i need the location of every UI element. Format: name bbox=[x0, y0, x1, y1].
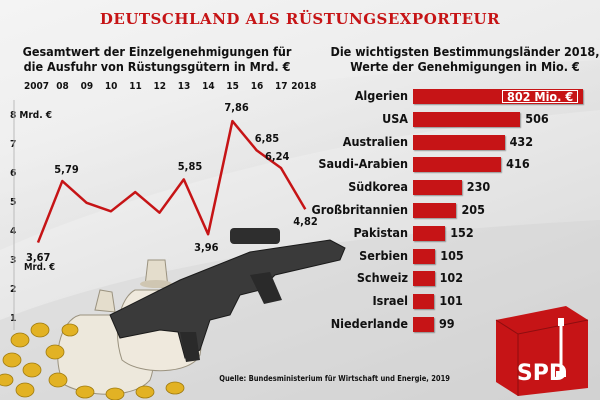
bar bbox=[413, 294, 435, 310]
bar bbox=[413, 157, 502, 173]
bar-value-label: 230 bbox=[466, 179, 491, 195]
ytick-label: 6 bbox=[10, 168, 17, 179]
line-data-label: 4,82 bbox=[293, 215, 318, 229]
year-label: 08 bbox=[56, 81, 69, 92]
bar-value-label: 802 Mio. € bbox=[501, 89, 580, 104]
spd-logo-lantern-icon bbox=[556, 318, 566, 377]
line-data-label: 6,85 bbox=[254, 132, 280, 146]
year-label: 11 bbox=[129, 81, 142, 92]
year-label: 2018 bbox=[291, 81, 317, 92]
country-label: Südkorea bbox=[348, 179, 408, 195]
bar bbox=[413, 180, 462, 196]
country-label: Schweiz bbox=[356, 270, 408, 286]
bar-value-label: 152 bbox=[450, 224, 474, 240]
bar bbox=[413, 271, 435, 287]
spd-logo-text: SPD bbox=[517, 361, 567, 386]
country-label: Israel bbox=[372, 293, 409, 309]
year-label: 17 bbox=[275, 81, 288, 92]
page-title: DEUTSCHLAND ALS RÜSTUNGSEXPORTEUR bbox=[99, 10, 501, 28]
country-label: USA bbox=[382, 110, 408, 126]
bar-value-label: 205 bbox=[461, 202, 485, 217]
year-label: 12 bbox=[153, 81, 167, 92]
ytick-label: 5 bbox=[10, 197, 17, 208]
country-label: Saudi-Arabien bbox=[318, 156, 408, 172]
line-data-label: 6,24 bbox=[265, 150, 290, 164]
bar bbox=[413, 203, 457, 218]
bar bbox=[413, 134, 505, 150]
bar bbox=[413, 248, 436, 264]
spd-logo: SPD bbox=[495, 306, 589, 396]
bar bbox=[413, 225, 446, 241]
year-label: 14 bbox=[202, 81, 215, 92]
bar bbox=[413, 111, 521, 127]
country-label: Pakistan bbox=[353, 224, 409, 240]
ytick-label: 1 bbox=[10, 313, 17, 324]
line-data-label: 3,67 bbox=[26, 250, 51, 264]
ytick-label: 2 bbox=[10, 284, 17, 295]
country-label: Großbritannien bbox=[311, 202, 408, 217]
ytick-label: 7 bbox=[10, 139, 17, 150]
year-label: 2007 bbox=[24, 81, 50, 92]
unit-label: Mrd. € bbox=[24, 262, 56, 273]
year-label: 16 bbox=[250, 81, 264, 92]
bar-value-label: 506 bbox=[525, 110, 549, 126]
line-data-label: 3,96 bbox=[194, 241, 219, 255]
source-note: Quelle: Bundesministerium für Wirtschaft… bbox=[219, 374, 450, 383]
year-label: 10 bbox=[104, 81, 118, 92]
line-chart-title: Gesamtwert der Einzelgenehmigungen für d… bbox=[22, 44, 292, 74]
country-label: Niederlande bbox=[330, 316, 408, 331]
country-label: Serbien bbox=[359, 247, 408, 263]
bar bbox=[413, 317, 434, 332]
ytick-label: 4 bbox=[10, 226, 17, 237]
illustration bbox=[0, 228, 346, 400]
line-data-label: 5,85 bbox=[177, 160, 203, 174]
year-label: 13 bbox=[177, 81, 191, 92]
year-label: 15 bbox=[226, 81, 239, 92]
coins-icon bbox=[0, 322, 185, 400]
bar-value-label: 432 bbox=[509, 133, 534, 149]
bar-value-label: 102 bbox=[439, 270, 464, 286]
ytick-label: 3 bbox=[10, 255, 17, 266]
line-data-label: 5,79 bbox=[54, 163, 79, 177]
bar-value-label: 105 bbox=[440, 247, 464, 263]
bar-value-label: 101 bbox=[439, 293, 463, 309]
bar-chart-title: Die wichtigsten Bestimmungsländer 2018, … bbox=[330, 44, 600, 74]
rifle-icon bbox=[109, 228, 346, 362]
country-label: Algerien bbox=[354, 88, 408, 103]
bar-value-label: 416 bbox=[506, 156, 530, 172]
line-data-label: 7,86 bbox=[224, 101, 249, 115]
ytick-label: 8 Mrd. € bbox=[10, 110, 53, 121]
country-label: Australien bbox=[342, 133, 408, 149]
year-label: 09 bbox=[80, 81, 94, 92]
bar-value-label: 99 bbox=[438, 316, 455, 331]
